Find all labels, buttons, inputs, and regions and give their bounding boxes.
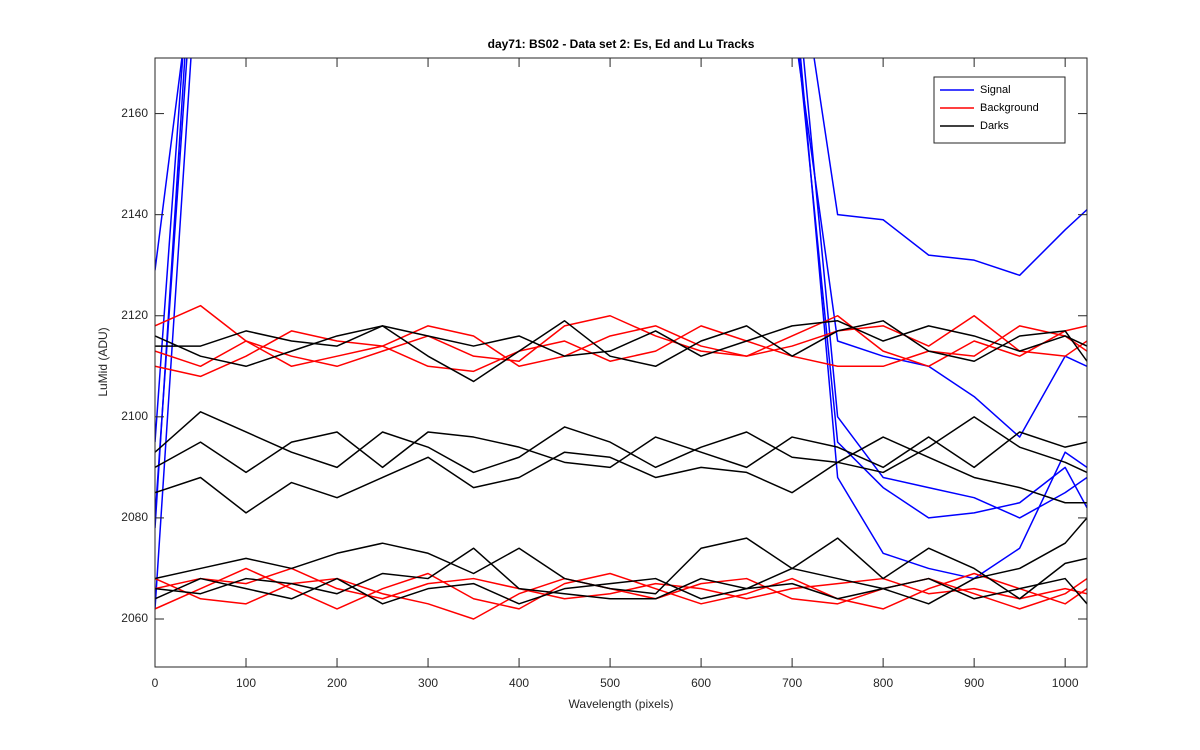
y-tick-label: 2080 [121,510,148,524]
data-line [155,58,1087,277]
y-tick-label: 2120 [121,308,148,322]
x-tick-label: 100 [236,676,256,690]
data-line [155,537,1087,600]
x-tick-label: 1000 [1052,676,1079,690]
plot-area [155,58,1087,667]
data-line [155,577,1087,605]
x-tick-label: 400 [509,676,529,690]
legend-label: Signal [980,84,1011,96]
x-tick-label: 500 [600,676,620,690]
data-line [155,436,1087,514]
data-line [155,577,1087,620]
legend-label: Darks [980,120,1009,132]
data-line [155,58,1087,609]
y-tick-label: 2060 [121,611,148,625]
y-tick-label: 2100 [121,409,148,423]
data-line [155,58,1087,519]
data-line [155,411,1087,474]
data-line [155,431,1087,474]
legend: Signal Background Darks [933,76,1066,144]
x-tick-label: 800 [873,676,893,690]
y-tick-label: 2160 [121,106,148,120]
legend-box [933,76,1066,144]
y-tick-label: 2140 [121,207,148,221]
data-line [155,58,1087,443]
x-tick-label: 600 [691,676,711,690]
lines [155,58,1087,620]
x-tick-label: 900 [964,676,984,690]
data-line [155,320,1087,357]
data-line [155,58,1087,529]
x-tick-label: 200 [327,676,347,690]
chart-title: day71: BS02 - Data set 2: Es, Ed and Lu … [488,37,755,51]
x-tick-label: 700 [782,676,802,690]
x-axis-label: Wavelength (pixels) [569,697,674,711]
axes-box [154,57,1088,668]
legend-label: Background [980,102,1039,114]
x-tick-label: 300 [418,676,438,690]
y-axis-label: LuMid (ADU) [96,327,110,396]
x-tick-label: 0 [152,676,159,690]
data-line [155,325,1087,373]
